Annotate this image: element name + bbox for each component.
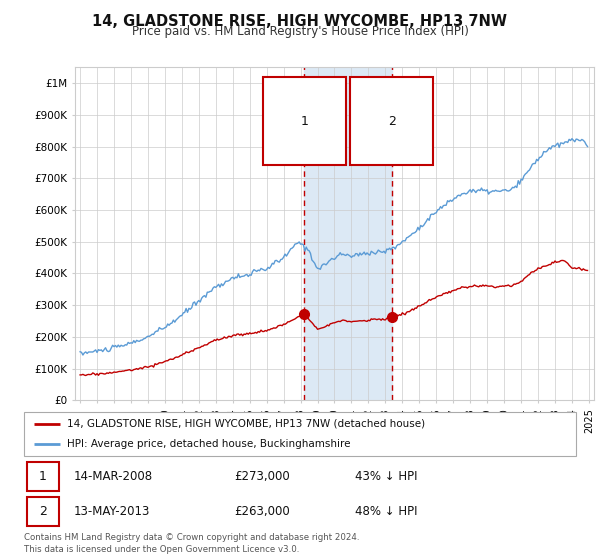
Text: 48% ↓ HPI: 48% ↓ HPI	[355, 505, 418, 518]
Bar	[27, 462, 59, 492]
Text: £273,000: £273,000	[234, 470, 290, 483]
Text: 14, GLADSTONE RISE, HIGH WYCOMBE, HP13 7NW (detached house): 14, GLADSTONE RISE, HIGH WYCOMBE, HP13 7…	[67, 419, 425, 429]
Text: Price paid vs. HM Land Registry's House Price Index (HPI): Price paid vs. HM Land Registry's House …	[131, 25, 469, 38]
Text: 1: 1	[39, 470, 47, 483]
Text: 2: 2	[39, 505, 47, 518]
Text: 1: 1	[300, 115, 308, 128]
Bar	[304, 67, 392, 400]
Text: 13-MAY-2013: 13-MAY-2013	[74, 505, 150, 518]
Bar	[27, 497, 59, 526]
Text: 43% ↓ HPI: 43% ↓ HPI	[355, 470, 418, 483]
Text: 14, GLADSTONE RISE, HIGH WYCOMBE, HP13 7NW: 14, GLADSTONE RISE, HIGH WYCOMBE, HP13 7…	[92, 14, 508, 29]
Text: £263,000: £263,000	[234, 505, 290, 518]
Text: Contains HM Land Registry data © Crown copyright and database right 2024.
This d: Contains HM Land Registry data © Crown c…	[24, 533, 359, 554]
Text: HPI: Average price, detached house, Buckinghamshire: HPI: Average price, detached house, Buck…	[67, 439, 350, 449]
Text: 14-MAR-2008: 14-MAR-2008	[74, 470, 153, 483]
Text: 2: 2	[388, 115, 395, 128]
